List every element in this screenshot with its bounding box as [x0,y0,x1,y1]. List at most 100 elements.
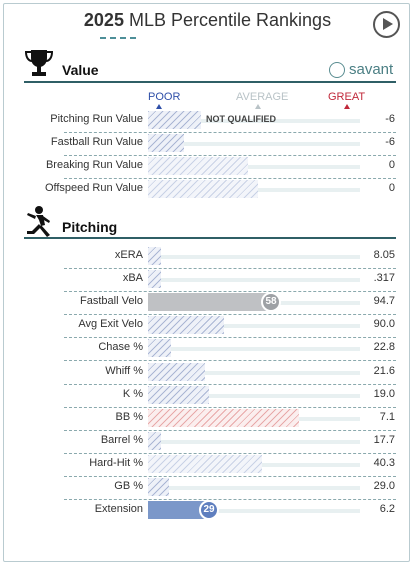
percentile-bar [148,408,299,427]
percentile-row[interactable]: Barrel % 17.7 [0,431,415,454]
scale-average-marker [255,104,261,109]
percentile-row[interactable]: GB % 29.0 [0,477,415,500]
scale-great-marker [344,104,350,109]
metric-label: BB % [115,410,143,423]
row-divider [64,268,396,269]
percentile-bar [148,385,209,404]
savant-logo-text: savant [349,61,394,78]
percentile-bar [148,339,171,358]
percentile-bar [148,293,271,312]
value-section-header: Value [24,48,396,78]
row-divider [64,314,396,316]
percentile-row[interactable]: Pitching Run Value NOT QUALIFIED -6 [0,110,415,133]
percentile-track [148,142,360,146]
metric-label: xBA [122,272,143,285]
percentile-bar [148,501,209,520]
percentile-badge: 29 [199,500,219,521]
metric-label: Offspeed Run Value [44,182,143,194]
row-divider [64,406,396,408]
metric-value: 0 [388,159,395,171]
row-divider [64,178,396,179]
play-button[interactable] [373,11,400,38]
metric-label: Fastball Run Value [50,136,143,148]
metric-value: 22.8 [373,341,395,354]
percentile-bar [148,180,258,198]
trophy-icon [24,50,54,76]
pitching-section-header: Pitching [24,205,396,237]
row-divider [64,337,396,339]
percentile-track [148,439,360,444]
metric-label: GB % [114,480,143,492]
value-section-divider [24,81,396,83]
percentile-row[interactable]: xERA 8.05 [0,246,415,269]
row-divider [64,155,396,156]
percentile-row[interactable]: Chase % 22.8 [0,338,415,362]
metric-value: 90.0 [373,318,395,331]
percentile-card [3,3,410,562]
percentile-row[interactable]: Hard-Hit % 40.3 [0,454,415,477]
not-qualified-label: NOT QUALIFIED [206,114,276,124]
value-section-title: Value [62,62,99,78]
row-divider [64,132,396,133]
row-divider [64,499,396,500]
metric-label: Whiff % [105,364,143,377]
percentile-row[interactable]: BB % 7.1 [0,408,415,431]
row-divider [64,475,396,477]
scale-poor-label: POOR [148,91,181,103]
percentile-row[interactable]: K % 19.0 [0,385,415,408]
metric-label: Breaking Run Value [45,159,143,171]
percentile-bar [148,157,248,175]
metric-label: Chase % [98,341,143,354]
percentile-row[interactable]: Fastball Velo 58 94.7 [0,292,415,316]
percentile-bar [148,362,205,381]
metric-label: Fastball Velo [80,295,143,308]
percentile-track [148,370,360,375]
metric-label: Extension [94,503,143,516]
percentile-bar [148,316,224,335]
scale-great-label: GREAT [328,91,366,103]
percentile-row[interactable]: Whiff % 21.6 [0,362,415,385]
metric-label: Pitching Run Value [50,113,143,125]
percentile-bar [148,478,169,496]
metric-value: -6 [385,113,395,125]
percentile-bar [148,111,201,129]
savant-baseball-icon [329,62,345,78]
metric-value: 19.0 [373,387,395,400]
percentile-row[interactable]: xBA .317 [0,269,415,293]
metric-value: 21.6 [373,364,395,377]
percentile-track [148,347,360,352]
metric-value: 29.0 [373,480,395,492]
metric-label: Hard-Hit % [89,456,143,469]
title-text: MLB Percentile Rankings [128,10,332,30]
scale-poor-marker [156,104,162,109]
pitcher-icon [27,206,50,237]
percentile-bar [148,431,161,450]
title-year: 2025 [83,10,124,30]
row-divider [64,383,396,385]
page-title: 2025 MLB Percentile Rankings [0,10,415,31]
percentile-row[interactable]: Offspeed Run Value 0 [0,179,415,199]
percentile-row[interactable]: Breaking Run Value 0 [0,156,415,179]
metric-value: 6.2 [379,503,395,516]
percentile-track [148,255,360,259]
percentile-bar [148,270,161,289]
percentile-track [148,119,360,123]
savant-logo[interactable]: savant [329,60,399,82]
metric-label: Avg Exit Velo [78,318,143,331]
title-underline [100,37,136,39]
row-divider [64,452,396,454]
metric-value: 17.7 [373,433,395,446]
metric-value: .317 [373,272,395,285]
percentile-row[interactable]: Fastball Run Value -6 [0,133,415,156]
percentile-row[interactable]: Avg Exit Velo 90.0 [0,315,415,339]
metric-value: 8.05 [373,249,395,261]
metric-value: -6 [385,136,395,148]
pitching-section-title: Pitching [62,219,118,235]
metric-label: K % [122,387,143,400]
percentile-bar [148,454,262,473]
metric-value: 7.1 [379,410,395,423]
scale-average-label: AVERAGE [236,91,289,103]
metric-value: 40.3 [373,456,395,469]
percentile-row[interactable]: Extension 29 6.2 [0,500,415,521]
percentile-track [148,165,360,169]
